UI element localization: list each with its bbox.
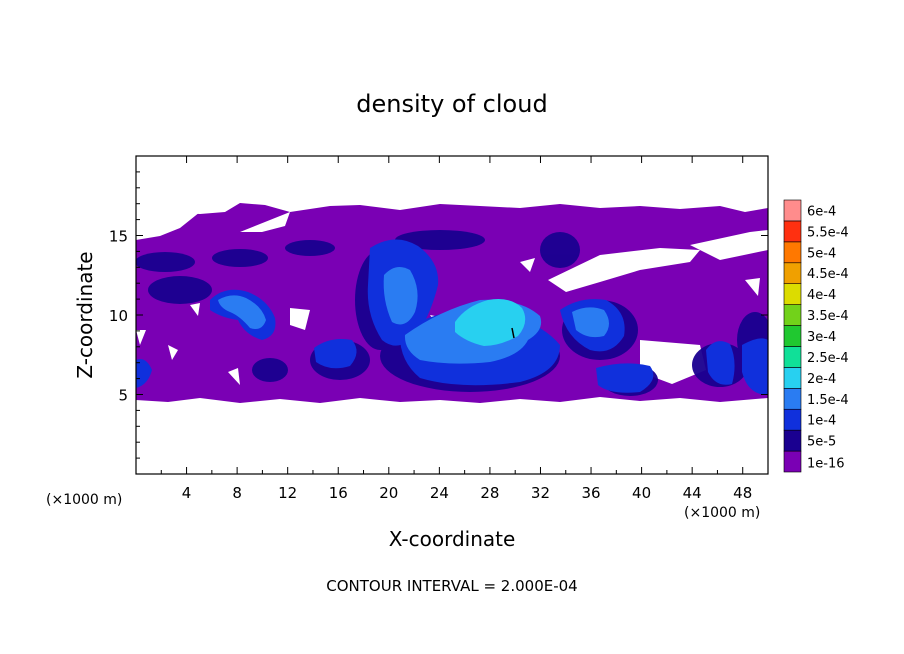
x-tick-label: 24 <box>430 484 449 502</box>
density-field <box>136 203 768 403</box>
colorbar-label: 5.5e-4 <box>807 225 849 240</box>
x-tick-label: 12 <box>278 484 297 502</box>
y-tick-label: 10 <box>109 307 128 325</box>
x-axis-label: X-coordinate <box>389 527 516 551</box>
colorbar-label: 1e-4 <box>807 414 836 429</box>
level-2e-4-core <box>455 299 526 346</box>
colorbar-swatch <box>783 241 802 264</box>
core-contour-mark <box>511 327 515 339</box>
x-unit-right-label: (×1000 m) <box>684 505 760 521</box>
x-tick-label: 40 <box>632 484 651 502</box>
x-tick-label: 20 <box>379 484 398 502</box>
y-axis-label: Z-coordinate <box>73 251 97 378</box>
colorbar-label: 5e-4 <box>807 246 836 261</box>
colorbar-swatch <box>783 408 802 431</box>
x-tick-label: 44 <box>683 484 702 502</box>
colorbar-swatch <box>783 388 802 410</box>
colorbar-swatch <box>783 325 802 347</box>
y-tick-label: 5 <box>118 387 128 405</box>
colorbar-swatch <box>783 367 802 389</box>
x-tick-label: 4 <box>182 484 192 502</box>
x-axis: 4 8 12 16 20 24 28 32 36 40 44 48 <box>135 156 769 502</box>
colorbar-label: 2.5e-4 <box>807 351 849 366</box>
x-tick-label: 36 <box>581 484 600 502</box>
colorbar: 1e-16 5e-5 1e-4 1.5e-4 2e-4 2.5e-4 3e-4 3.5e-4 4… <box>783 199 849 473</box>
x-tick-label: 8 <box>232 484 242 502</box>
colorbar-swatch <box>783 346 802 368</box>
x-unit-left-label: (×1000 m) <box>46 492 122 508</box>
colorbar-swatch <box>783 220 802 243</box>
colorbar-label: 1e-16 <box>807 457 845 472</box>
colorbar-label: 3e-4 <box>807 330 836 345</box>
colorbar-label: 1.5e-4 <box>807 393 849 408</box>
colorbar-swatch <box>783 429 802 452</box>
colorbar-swatch <box>783 199 802 222</box>
colorbar-label: 5e-5 <box>807 435 836 450</box>
colorbar-label: 3.5e-4 <box>807 309 849 324</box>
chart-title: density of cloud <box>356 90 547 118</box>
colorbar-label: 4.5e-4 <box>807 267 849 282</box>
contour-interval-note: CONTOUR INTERVAL = 2.000E-04 <box>326 577 577 595</box>
y-tick-label: 15 <box>109 228 128 246</box>
colorbar-label: 2e-4 <box>807 372 836 387</box>
colorbar-swatch <box>783 450 802 473</box>
x-tick-label: 28 <box>480 484 499 502</box>
x-tick-label: 32 <box>531 484 550 502</box>
colorbar-swatch <box>783 283 802 305</box>
colorbar-swatch <box>783 304 802 326</box>
colorbar-label: 4e-4 <box>807 288 836 303</box>
colorbar-swatch <box>783 262 802 284</box>
colorbar-label: 6e-4 <box>807 204 836 219</box>
x-tick-label: 16 <box>329 484 348 502</box>
x-tick-label: 48 <box>733 484 752 502</box>
y-axis: 5 10 15 <box>109 171 768 459</box>
